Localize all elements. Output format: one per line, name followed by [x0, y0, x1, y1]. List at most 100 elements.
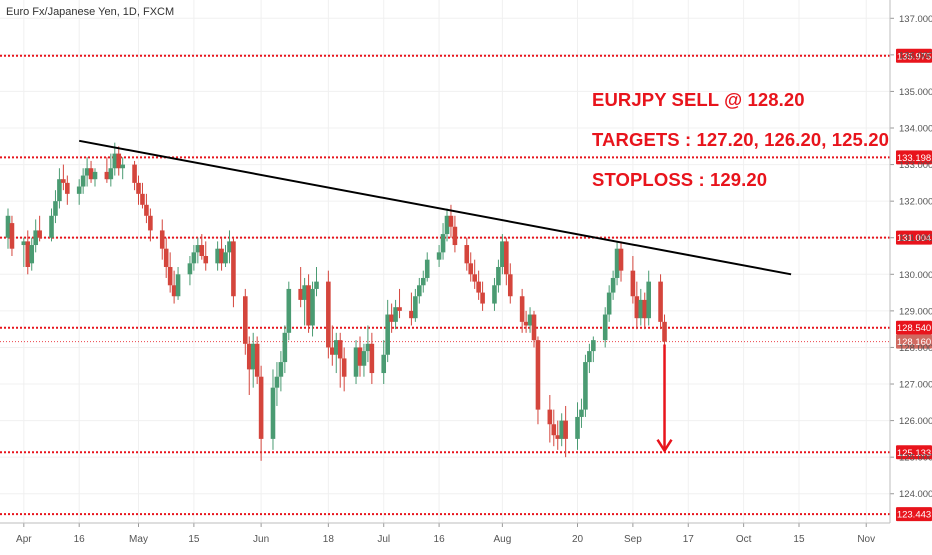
x-tick-label: 15: [188, 534, 200, 545]
candle-body: [610, 277, 616, 293]
x-tick-label: 16: [74, 534, 86, 545]
y-tick-label: 137.000: [899, 14, 932, 25]
candle-body: [227, 241, 232, 253]
candle-body: [33, 230, 38, 246]
candle-body: [353, 347, 359, 377]
level-price-tag: [896, 320, 932, 335]
candle-body: [504, 241, 509, 275]
sell-arrow-head: [656, 439, 673, 454]
candle-body: [250, 343, 256, 370]
candle-layer: [5, 142, 667, 461]
candle-body: [302, 285, 307, 300]
candle-body: [159, 230, 165, 249]
level-price-tag: [896, 230, 932, 245]
current-price-label: 128.160: [897, 337, 931, 348]
candle-body: [602, 314, 608, 341]
x-tick-label: 17: [683, 534, 695, 545]
candle-body: [215, 248, 220, 264]
candle-body: [310, 288, 315, 326]
candle-body: [25, 241, 31, 267]
candle-body: [385, 314, 390, 355]
candle-body: [381, 354, 387, 374]
candle-body: [476, 281, 481, 293]
candle-body: [575, 416, 580, 439]
candle-body: [413, 296, 418, 319]
candle-body: [547, 409, 553, 425]
candle-body: [333, 340, 339, 355]
candle-body: [258, 376, 264, 439]
current-price-tag: [896, 334, 932, 349]
candle-body: [167, 266, 173, 286]
x-tick-label: 18: [323, 534, 335, 545]
candle-body: [389, 314, 394, 322]
candle-body: [191, 252, 197, 264]
trend-layer: [79, 139, 792, 454]
candle-body: [393, 307, 398, 322]
y-tick-label: 124.000: [899, 489, 932, 500]
candle-body: [361, 351, 367, 366]
candle-body: [507, 274, 513, 297]
candle-body: [163, 248, 169, 267]
candle-body: [92, 171, 98, 180]
candle-body: [199, 245, 205, 257]
candle-body: [587, 351, 592, 363]
x-tick-label: Oct: [736, 534, 752, 545]
candle-body: [171, 285, 177, 297]
x-tick-label: May: [129, 534, 148, 545]
candle-body: [148, 215, 153, 231]
candle-body: [409, 310, 414, 319]
candle-body: [37, 230, 42, 238]
candle-body: [559, 420, 564, 439]
candle-body: [436, 252, 442, 260]
candle-body: [555, 435, 561, 439]
candle-body: [468, 263, 474, 275]
candle-body: [306, 285, 311, 326]
x-tick-label: Sep: [624, 534, 642, 545]
candle-body: [357, 347, 363, 366]
candle-body: [658, 281, 663, 322]
candle-body: [144, 204, 149, 216]
candle-body: [29, 245, 35, 264]
x-tick-label: Aug: [493, 534, 511, 545]
candle-body: [326, 281, 331, 348]
y-tick-label: 129.000: [899, 306, 932, 317]
candle-body: [472, 274, 477, 282]
candle-body: [57, 179, 62, 202]
candle-body: [646, 281, 652, 319]
candle-body: [591, 340, 596, 352]
sell-annotation: EURJPY SELL @ 128.20: [592, 89, 805, 110]
y-tick-label: 133.000: [899, 160, 932, 171]
stoploss-annotation: STOPLOSS : 129.20: [592, 169, 768, 190]
x-tick-label: 16: [434, 534, 446, 545]
candle-body: [65, 182, 70, 194]
chart-title: Euro Fx/Japanese Yen, 1D, FXCM: [6, 6, 175, 18]
candle-body: [88, 168, 94, 180]
candle-body: [195, 245, 201, 253]
candle-body: [246, 343, 252, 370]
candle-body: [80, 175, 86, 187]
candle-body: [417, 285, 422, 297]
candle-body: [219, 248, 224, 264]
candle-body: [551, 424, 557, 436]
candle-body: [203, 256, 209, 264]
candle-body: [638, 299, 644, 319]
candle-body: [500, 241, 505, 267]
y-tick-label: 131.000: [899, 233, 932, 244]
candle-body: [535, 340, 541, 410]
y-tick-label: 134.000: [899, 124, 932, 135]
candle-body: [496, 266, 501, 286]
y-tick-label: 126.000: [899, 416, 932, 427]
candle-body: [231, 241, 236, 297]
candle-body: [140, 193, 145, 205]
candle-body: [76, 186, 82, 194]
x-tick-label: Jun: [253, 534, 269, 545]
level-price-label: 125.133: [897, 448, 931, 459]
candle-body: [337, 340, 343, 359]
candle-body: [116, 153, 122, 169]
y-tick-label: 135.000: [899, 87, 932, 98]
candle-body: [112, 153, 118, 169]
trendline: [79, 139, 792, 276]
level-price-tag: [896, 150, 932, 165]
